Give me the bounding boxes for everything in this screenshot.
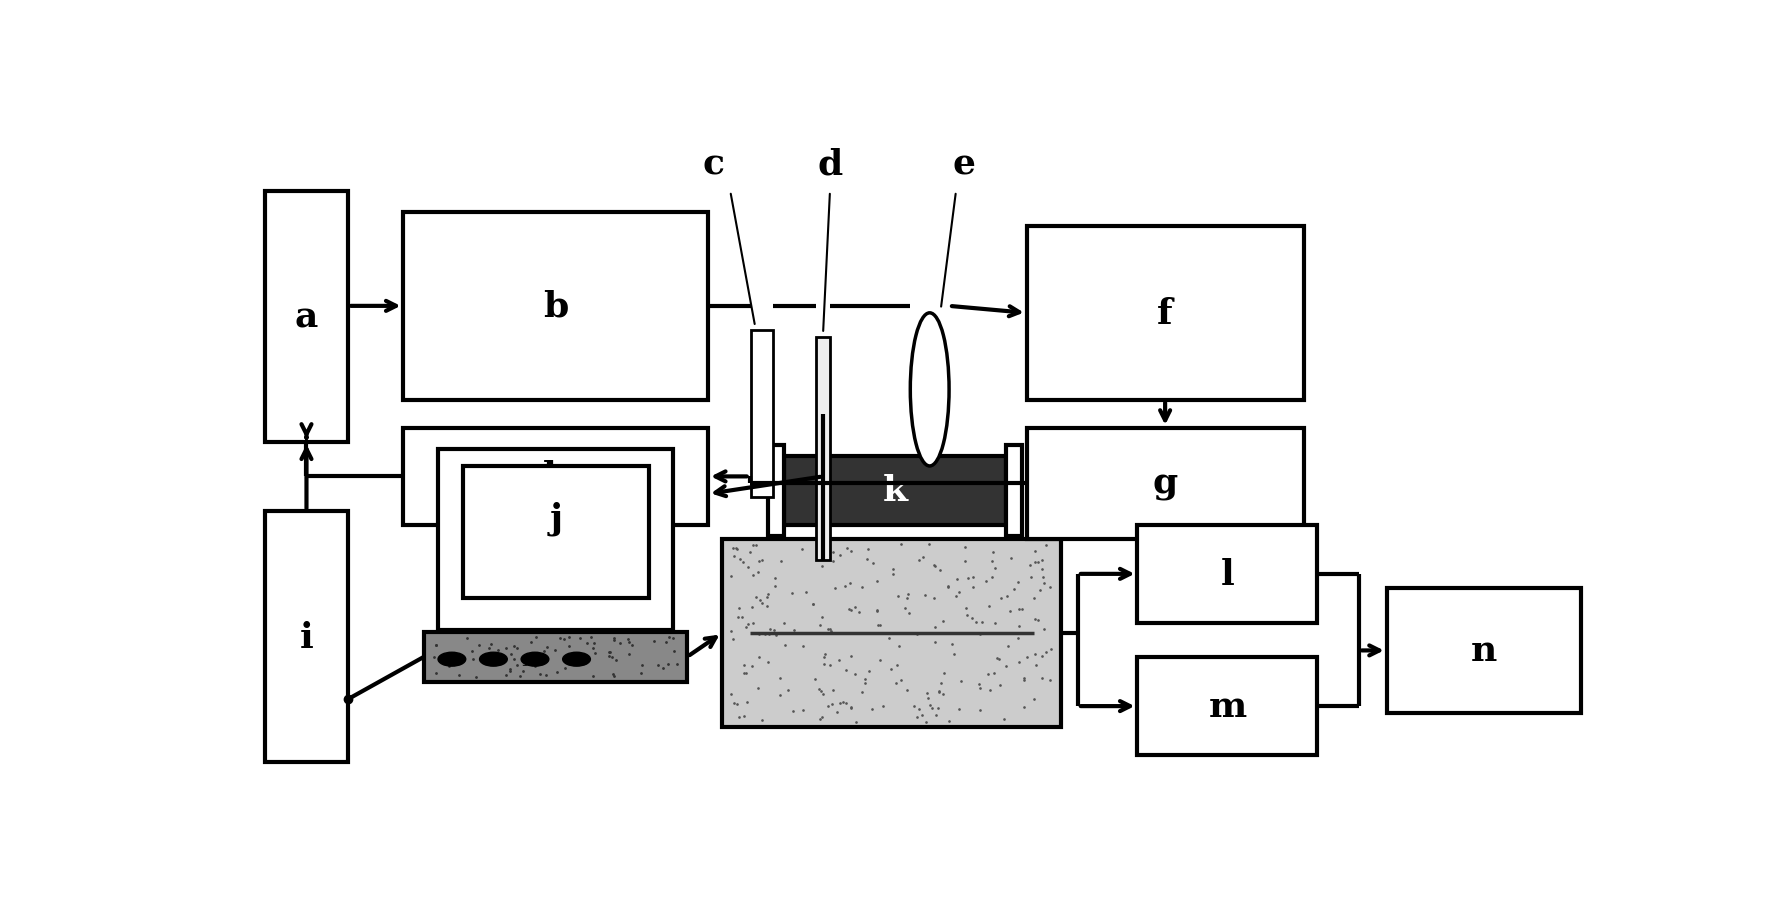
- Text: m: m: [1208, 689, 1247, 723]
- Text: f: f: [1158, 296, 1172, 330]
- Bar: [1138, 526, 1317, 623]
- Text: h: h: [543, 460, 568, 494]
- Bar: [817, 338, 829, 560]
- Bar: [784, 456, 1006, 526]
- Circle shape: [522, 653, 549, 666]
- Bar: [1138, 657, 1317, 755]
- Bar: [404, 212, 708, 400]
- Text: a: a: [295, 300, 318, 334]
- Bar: [1387, 588, 1581, 713]
- Text: j: j: [549, 500, 563, 535]
- Bar: [463, 467, 649, 599]
- Bar: [438, 449, 674, 630]
- Text: g: g: [1153, 467, 1178, 501]
- Text: 300: 300: [522, 657, 541, 667]
- Bar: [404, 428, 708, 526]
- Text: e: e: [952, 147, 976, 181]
- Text: k: k: [883, 474, 908, 507]
- Ellipse shape: [910, 313, 949, 467]
- Bar: [424, 632, 688, 682]
- Bar: [768, 445, 784, 536]
- Bar: [264, 191, 348, 442]
- Bar: [1006, 445, 1022, 536]
- Bar: [1026, 227, 1305, 400]
- Text: b: b: [543, 290, 568, 323]
- Circle shape: [563, 653, 590, 666]
- Text: d: d: [817, 147, 843, 181]
- Bar: [1026, 428, 1305, 539]
- Bar: [722, 539, 1061, 727]
- Bar: [264, 512, 348, 762]
- Text: n: n: [1471, 634, 1498, 667]
- Text: l: l: [1221, 557, 1235, 591]
- Text: c: c: [702, 147, 726, 181]
- Circle shape: [438, 653, 466, 666]
- Circle shape: [479, 653, 508, 666]
- Bar: [751, 330, 774, 498]
- Text: i: i: [300, 619, 313, 654]
